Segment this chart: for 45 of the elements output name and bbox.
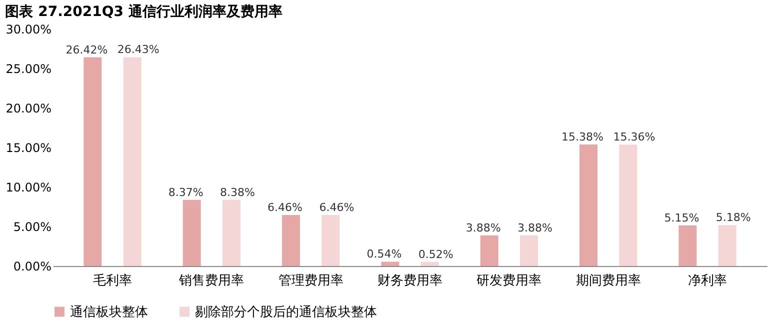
data-label: 3.88% [518,221,552,234]
bar [520,235,538,266]
x-tick-label: 管理费用率 [278,272,344,288]
data-label: 0.54% [366,248,402,261]
x-tick-label: 净利率 [688,272,727,288]
bar [123,57,142,266]
data-label: 3.88% [466,221,501,234]
y-tick-label: 30.00% [6,22,52,36]
data-label: 0.52% [418,248,454,261]
bar [480,235,498,266]
y-tick-label: 5.00% [13,220,52,234]
chart-title: 图表 27.2021Q3 通信行业利润率及费用率 [5,3,282,20]
data-label: 6.46% [268,200,302,214]
bar [282,214,300,266]
data-label: 8.38% [220,186,255,199]
bar [182,200,201,266]
x-tick-label: 销售费用率 [178,272,244,288]
legend-label: 通信板块整体 [70,304,148,320]
bar [580,144,598,266]
bar [718,225,736,266]
data-label: 15.38% [562,130,604,144]
data-label: 6.46% [319,200,354,214]
y-tick-label: 15.00% [6,141,52,155]
y-tick-label: 25.00% [6,62,52,76]
x-tick-label: 财务费用率 [378,272,442,288]
bar [84,57,102,266]
data-label: 15.36% [613,130,656,144]
y-tick-label: 20.00% [6,102,52,116]
bar [222,200,240,266]
legend-label: 剔除部分个股后的通信板块整体 [195,304,377,320]
bar [420,262,439,266]
y-tick-label: 10.00% [6,180,52,194]
bar [322,214,340,266]
bar [619,144,638,266]
x-tick-label: 期间费用率 [576,272,641,288]
data-label: 26.43% [117,43,160,56]
x-tick-label: 研发费用率 [476,272,542,288]
data-label: 8.37% [168,186,204,199]
x-tick-label: 毛利率 [93,272,132,288]
data-label: 26.42% [66,43,108,56]
bar [678,225,697,266]
data-label: 5.15% [664,211,700,224]
y-tick-label: 0.00% [13,260,52,274]
bar [381,262,400,266]
data-label: 5.18% [716,211,751,224]
